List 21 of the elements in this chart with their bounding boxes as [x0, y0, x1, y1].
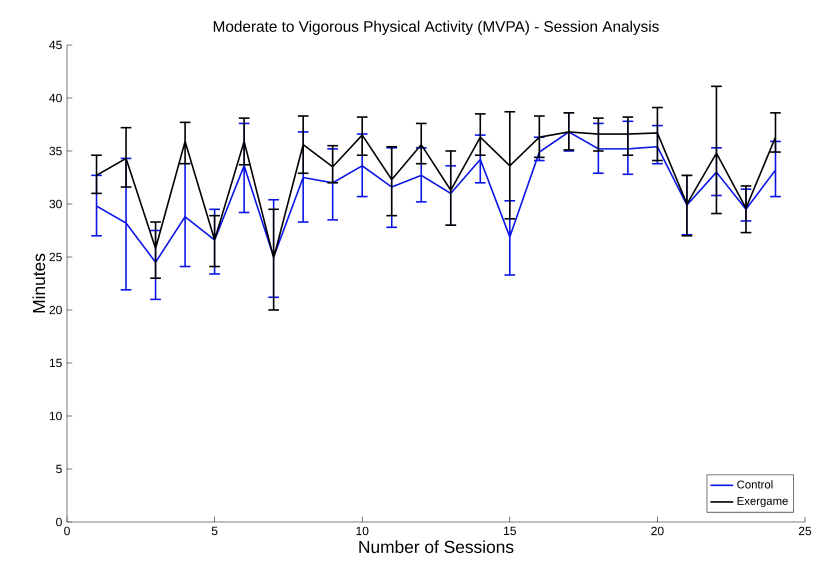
x-tick-label: 0 [64, 526, 70, 536]
y-axis-title: Minutes [32, 254, 46, 312]
legend-label: Exergame [738, 497, 788, 508]
y-tick-label: 30 [49, 200, 62, 208]
y-tick-label: 5 [56, 464, 62, 474]
y-tick-label: 10 [50, 412, 62, 420]
x-axis-title: Number of Sessions [359, 540, 514, 554]
x-tick-label: 5 [212, 526, 218, 536]
y-tick-label: 15 [50, 358, 62, 368]
legend-label: Control [737, 480, 772, 488]
y-tick-label: 35 [49, 146, 62, 156]
y-tick-label: 20 [50, 306, 62, 314]
y-tick-label: 0 [56, 518, 62, 526]
y-tick-label: 25 [50, 252, 62, 262]
x-tick-label: 20 [651, 526, 664, 536]
y-tick-label: 40 [49, 94, 62, 102]
chart-title: Moderate to Vigorous Physical Activity (MVPA) - Session Analysis [214, 20, 659, 35]
x-tick-label: 15 [504, 526, 516, 536]
y-tick-label: 45 [49, 40, 62, 50]
x-tick-label: 25 [798, 526, 812, 536]
x-tick-label: 10 [356, 526, 368, 536]
